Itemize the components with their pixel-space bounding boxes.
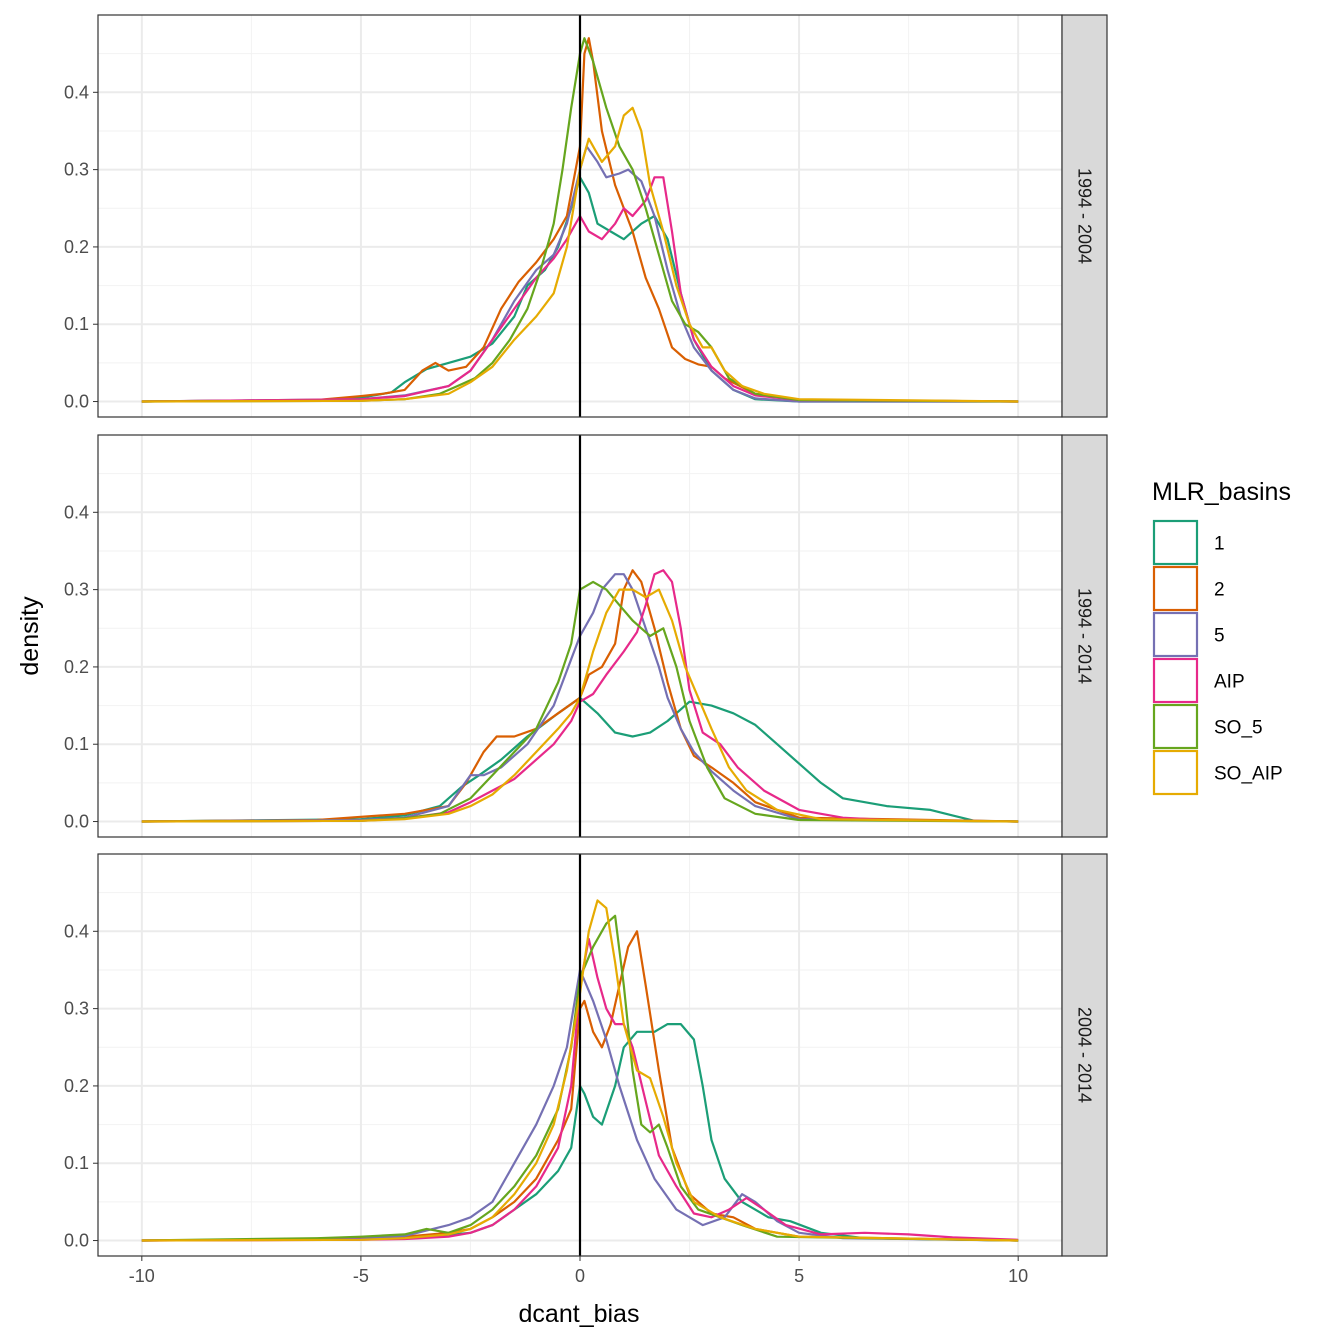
facet-strip-label: 1994 - 2004 — [1075, 168, 1095, 264]
y-axis-title: density — [16, 596, 44, 676]
legend-label: 2 — [1214, 580, 1225, 601]
legend-item: SO_AIP — [1152, 749, 1283, 796]
legend-item: 5 — [1152, 611, 1225, 658]
legend-label: SO_5 — [1214, 718, 1263, 739]
x-tick-label: 0 — [575, 1266, 585, 1286]
density-line-1 — [141, 696, 1019, 823]
facet-strip-label: 1994 - 2014 — [1075, 588, 1095, 684]
density-line-5 — [141, 968, 1019, 1242]
legend-key — [1152, 703, 1199, 750]
y-tick-label: 0.0 — [64, 812, 89, 832]
y-tick-label: 0.2 — [64, 657, 89, 677]
legend-label: AIP — [1214, 672, 1245, 693]
y-tick-label: 0.3 — [64, 580, 89, 600]
density-line-so-aip — [141, 106, 1019, 403]
density-line-so-aip — [141, 588, 1019, 823]
density-line-aip — [141, 176, 1019, 403]
legend-item: 2 — [1152, 565, 1225, 612]
density-line-so-5 — [141, 914, 1019, 1242]
legend-label: 5 — [1214, 626, 1225, 647]
y-tick-label: 0.3 — [64, 999, 89, 1019]
legend-key — [1152, 611, 1199, 658]
legend-item: AIP — [1152, 657, 1245, 704]
y-tick-label: 0.1 — [64, 734, 89, 754]
y-tick-label: 0.4 — [64, 502, 89, 522]
facet-strip — [1061, 853, 1108, 1257]
x-tick-label: 10 — [1008, 1266, 1028, 1286]
y-tick-label: 0.0 — [64, 392, 89, 412]
facet-panel: 0.0 0.1 0.2 0.3 0.4 1994 - 2014 — [64, 434, 1108, 838]
y-tick-label: 0.1 — [64, 314, 89, 334]
y-tick-label: 0.0 — [64, 1231, 89, 1251]
density-line-so-5 — [141, 37, 1019, 403]
legend-title: MLR_basins — [1152, 478, 1291, 506]
legend-key — [1152, 657, 1199, 704]
legend-item: SO_5 — [1152, 703, 1263, 750]
legend-label: SO_AIP — [1214, 764, 1283, 785]
y-tick-label: 0.2 — [64, 237, 89, 257]
y-tick-label: 0.4 — [64, 921, 89, 941]
legend: MLR_basins 1 2 5 AIP SO_5 SO_AIP — [1152, 478, 1291, 796]
legend-label: 1 — [1214, 534, 1225, 555]
density-line-2 — [141, 37, 1019, 403]
x-tick-label: -10 — [129, 1266, 155, 1286]
legend-items: 1 2 5 AIP SO_5 SO_AIP — [1152, 519, 1283, 796]
legend-key — [1152, 565, 1199, 612]
y-tick-label: 0.1 — [64, 1153, 89, 1173]
facet-strip — [1061, 434, 1108, 838]
density-line-so-5 — [141, 580, 1019, 823]
facet-strip — [1061, 14, 1108, 418]
legend-item: 1 — [1152, 519, 1225, 566]
y-tick-label: 0.4 — [64, 82, 89, 102]
x-tick-label: -5 — [353, 1266, 369, 1286]
density-line-so-aip — [141, 899, 1019, 1242]
x-axis-title: dcant_bias — [519, 1300, 640, 1328]
facet-panel: 0.0 0.1 0.2 0.3 0.4 2004 - 2014 — [64, 853, 1108, 1257]
legend-key — [1152, 519, 1199, 566]
x-axis: -10 -5 0 5 10 — [129, 1256, 1028, 1286]
legend-key — [1152, 749, 1199, 796]
facet-panel: 0.0 0.1 0.2 0.3 0.4 1994 - 2004 — [64, 14, 1108, 418]
x-tick-label: 5 — [794, 1266, 804, 1286]
y-tick-label: 0.2 — [64, 1076, 89, 1096]
density-line-aip — [141, 569, 1019, 823]
facet-strip-label: 2004 - 2014 — [1075, 1007, 1095, 1103]
y-tick-label: 0.3 — [64, 160, 89, 180]
